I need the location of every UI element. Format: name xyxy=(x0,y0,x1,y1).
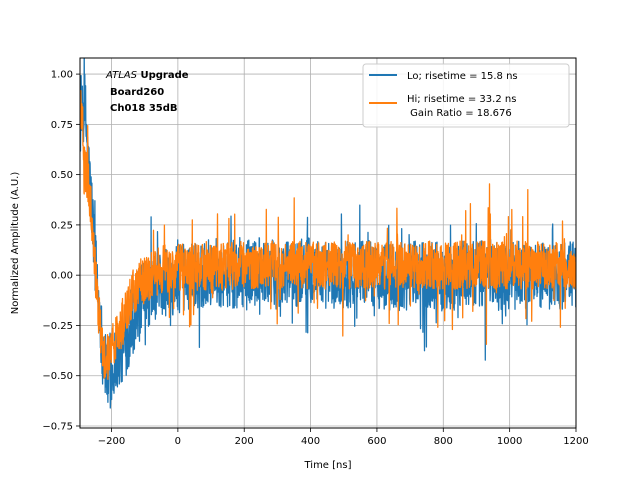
x-tick-label: 0 xyxy=(175,436,181,447)
x-tick-label: 1000 xyxy=(497,436,522,447)
annotation-board: Board260 xyxy=(110,87,164,98)
legend: Lo; risetime = 15.8 ns Hi; risetime = 33… xyxy=(362,63,570,128)
y-tick-label: 0.50 xyxy=(51,170,73,181)
x-tick-label: 1200 xyxy=(563,436,588,447)
x-tick-label: −200 xyxy=(98,436,125,447)
y-tick-label: −0.50 xyxy=(42,371,73,382)
y-axis-label: Normalized Amplitude (A.U.) xyxy=(10,172,21,315)
x-tick-label: 800 xyxy=(434,436,453,447)
y-tick-label: 0.25 xyxy=(51,220,73,231)
atlas-annotation: ATLAS Upgrade Board260 Ch018 35dB xyxy=(105,70,189,114)
y-tick-label: 0.75 xyxy=(51,120,73,131)
x-tick-label: 400 xyxy=(301,436,320,447)
y-tick-label: −0.25 xyxy=(42,321,73,332)
y-tick-label: 1.00 xyxy=(51,70,73,81)
series-group xyxy=(80,58,576,409)
annotation-channel: Ch018 35dB xyxy=(110,103,178,114)
legend-label-lo: Lo; risetime = 15.8 ns xyxy=(407,71,518,82)
annotation-bold: Upgrade xyxy=(137,70,189,81)
x-axis-label: Time [ns] xyxy=(303,460,351,471)
svg-text:ATLAS Upgrade: ATLAS Upgrade xyxy=(105,70,189,81)
legend-box xyxy=(362,63,570,128)
x-tick-label: 600 xyxy=(367,436,386,447)
series-line-hi xyxy=(80,89,576,380)
x-tick-label: 200 xyxy=(235,436,254,447)
legend-label-hi: Hi; risetime = 33.2 ns Gain Ratio = 18.6… xyxy=(407,94,516,119)
y-tick-label: −0.75 xyxy=(42,421,73,432)
y-tick-label: 0.00 xyxy=(51,271,73,282)
axis-ticks: −200 0 200 400 600 800 1000 1200 −0.75 −0.50 −0.25… xyxy=(42,70,588,447)
plot-frame xyxy=(79,57,577,429)
annotation-italic: ATLAS xyxy=(105,70,138,81)
